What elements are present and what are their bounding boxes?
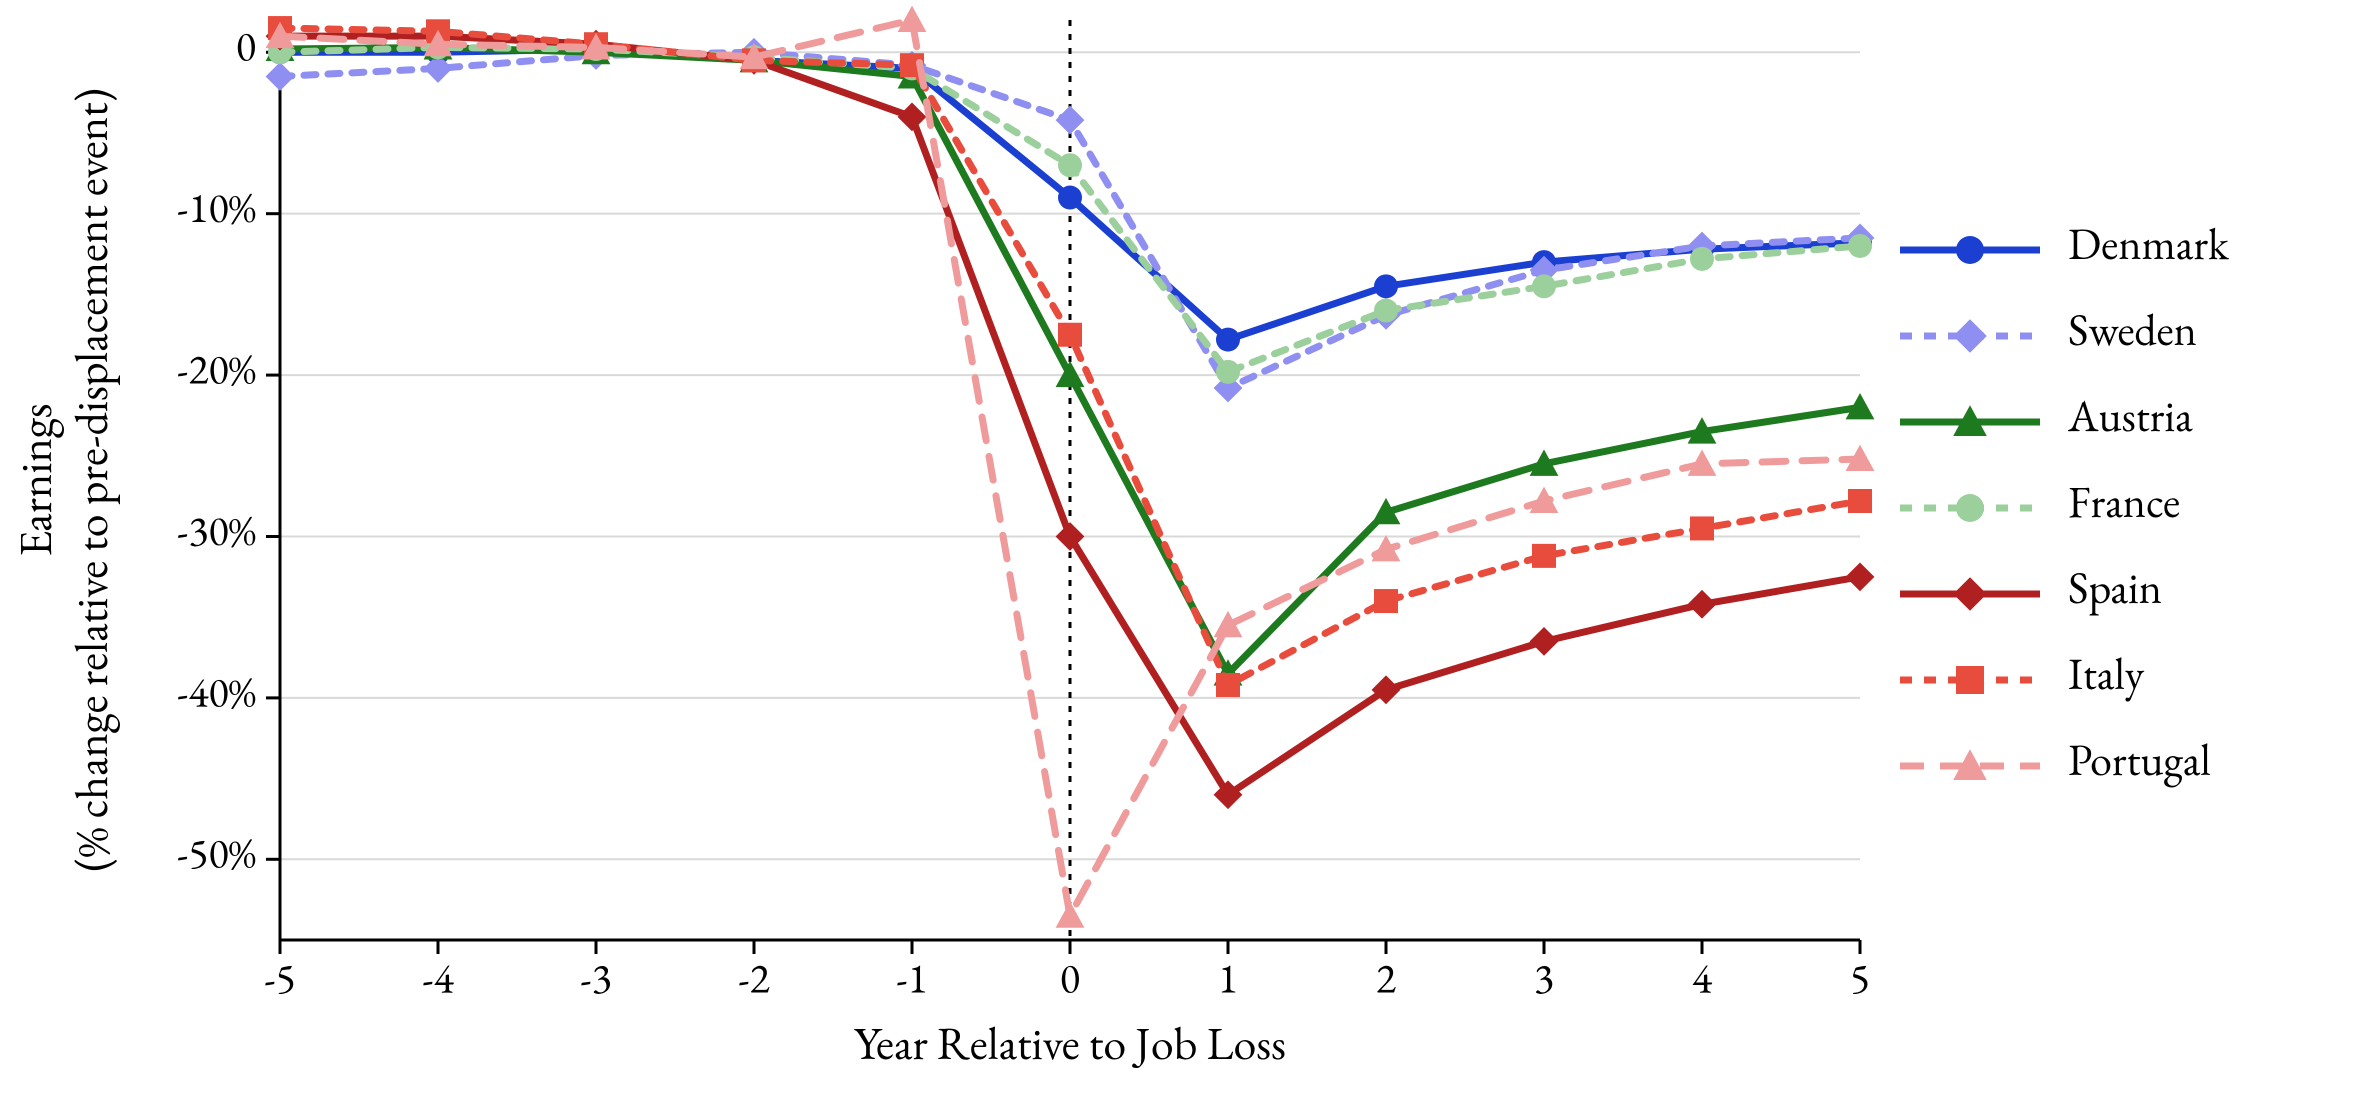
x-tick-label: 3 bbox=[1534, 950, 1554, 1005]
x-axis-label: Year Relative to Job Loss bbox=[854, 1013, 1286, 1073]
legend-item-italy: Italy bbox=[1900, 646, 2145, 703]
y-tick-label: -20% bbox=[177, 341, 256, 396]
legend-label: Sweden bbox=[2068, 302, 2197, 359]
x-tick-label: 4 bbox=[1692, 950, 1713, 1005]
x-tick-label: 2 bbox=[1376, 950, 1396, 1005]
legend-label: Austria bbox=[2067, 388, 2193, 445]
x-tick-label: -2 bbox=[738, 950, 770, 1005]
y-tick-label: -50% bbox=[177, 826, 256, 881]
series-portugal bbox=[266, 6, 1875, 928]
legend-label: France bbox=[2068, 474, 2180, 531]
legend-label: Portugal bbox=[2068, 732, 2211, 789]
x-tick-label: -4 bbox=[422, 950, 455, 1005]
y-axis-label-line2: (% change relative to pre-displacement e… bbox=[61, 88, 121, 872]
chart-svg: 0 -10% -20% -30% -40% -50% -5 -4 -3 -2 -1 0 1 2 3 4 5 Yea… bbox=[0, 0, 2353, 1094]
legend-item-spain: Spain bbox=[1900, 560, 2162, 617]
x-tick-label: 5 bbox=[1850, 950, 1870, 1005]
legend-item-sweden: Sweden bbox=[1900, 302, 2197, 359]
legend-label: Spain bbox=[2068, 560, 2162, 617]
x-tick-label: -3 bbox=[580, 950, 612, 1005]
legend-item-denmark: Denmark bbox=[1900, 216, 2230, 273]
x-tick-label: -5 bbox=[264, 950, 296, 1005]
legend-item-portugal: Portugal bbox=[1900, 732, 2211, 789]
y-tick-label: 0 bbox=[236, 19, 256, 74]
x-tick-label: -1 bbox=[896, 950, 928, 1005]
y-axis-label-line1: Earnings bbox=[5, 403, 65, 556]
x-tick-label: 0 bbox=[1060, 950, 1080, 1005]
earnings-event-study-chart: 0 -10% -20% -30% -40% -50% -5 -4 -3 -2 -1 0 1 2 3 4 5 Yea… bbox=[0, 0, 2353, 1094]
y-tick-label: -10% bbox=[177, 180, 256, 235]
y-tick-label: -30% bbox=[177, 503, 256, 558]
y-tick-label: -40% bbox=[177, 664, 256, 719]
legend-label: Denmark bbox=[2068, 216, 2230, 273]
x-tick-label: 1 bbox=[1218, 950, 1238, 1005]
legend-label: Italy bbox=[2068, 646, 2145, 703]
legend-item-france: France bbox=[1900, 474, 2180, 531]
legend-item-austria: Austria bbox=[1900, 388, 2193, 445]
